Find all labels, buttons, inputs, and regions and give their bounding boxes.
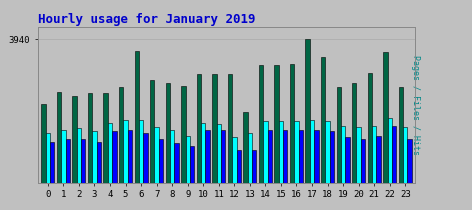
Bar xyxy=(139,120,143,210)
Bar xyxy=(185,136,190,210)
Bar xyxy=(325,121,330,210)
Bar xyxy=(352,83,356,210)
Bar xyxy=(128,130,132,210)
Bar xyxy=(97,142,101,210)
Bar xyxy=(205,130,210,210)
Bar xyxy=(150,80,154,210)
Bar xyxy=(42,104,46,210)
Bar xyxy=(244,112,248,210)
Bar xyxy=(263,121,268,210)
Bar xyxy=(77,129,81,210)
Bar xyxy=(81,139,85,210)
Bar xyxy=(314,130,319,210)
Bar xyxy=(50,142,54,210)
Bar xyxy=(61,130,66,210)
Bar xyxy=(392,126,396,210)
Bar xyxy=(212,74,217,210)
Bar xyxy=(135,51,139,210)
Bar xyxy=(337,87,341,210)
Bar xyxy=(368,73,372,210)
Bar xyxy=(295,121,299,210)
Bar xyxy=(190,146,194,210)
Bar xyxy=(143,133,148,210)
Bar xyxy=(403,127,407,210)
Bar xyxy=(290,64,295,210)
Bar xyxy=(201,123,205,210)
Bar xyxy=(217,124,221,210)
Bar xyxy=(197,74,201,210)
Bar xyxy=(299,130,303,210)
Bar xyxy=(170,130,174,210)
Y-axis label: Pages / Files / Hits: Pages / Files / Hits xyxy=(411,55,420,155)
Bar xyxy=(341,126,346,210)
Bar xyxy=(221,130,225,210)
Bar xyxy=(321,57,325,210)
Bar xyxy=(310,120,314,210)
Bar xyxy=(407,139,412,210)
Bar xyxy=(72,96,77,210)
Bar xyxy=(252,150,256,210)
Bar xyxy=(228,74,232,210)
Bar xyxy=(108,123,112,210)
Bar xyxy=(268,130,272,210)
Bar xyxy=(388,118,392,210)
Bar xyxy=(279,121,283,210)
Bar xyxy=(46,133,50,210)
Bar xyxy=(376,136,381,210)
Bar xyxy=(383,52,388,210)
Bar xyxy=(103,93,108,210)
Bar xyxy=(112,131,117,210)
Bar xyxy=(232,137,236,210)
Bar xyxy=(57,92,61,210)
Bar xyxy=(66,139,70,210)
Bar xyxy=(361,139,365,210)
Bar xyxy=(372,126,376,210)
Bar xyxy=(159,139,163,210)
Bar xyxy=(356,127,361,210)
Bar xyxy=(283,130,287,210)
Bar xyxy=(123,120,128,210)
Bar xyxy=(236,150,241,210)
Bar xyxy=(259,66,263,210)
Bar xyxy=(346,137,350,210)
Bar xyxy=(274,66,279,210)
Bar xyxy=(330,131,334,210)
Text: Hourly usage for January 2019: Hourly usage for January 2019 xyxy=(38,13,255,26)
Bar xyxy=(174,143,179,210)
Bar xyxy=(93,131,97,210)
Bar xyxy=(88,93,93,210)
Bar xyxy=(248,133,252,210)
Bar xyxy=(399,87,403,210)
Bar xyxy=(181,86,185,210)
Bar xyxy=(305,39,310,210)
Bar xyxy=(166,83,170,210)
Bar xyxy=(154,127,159,210)
Bar xyxy=(119,87,123,210)
